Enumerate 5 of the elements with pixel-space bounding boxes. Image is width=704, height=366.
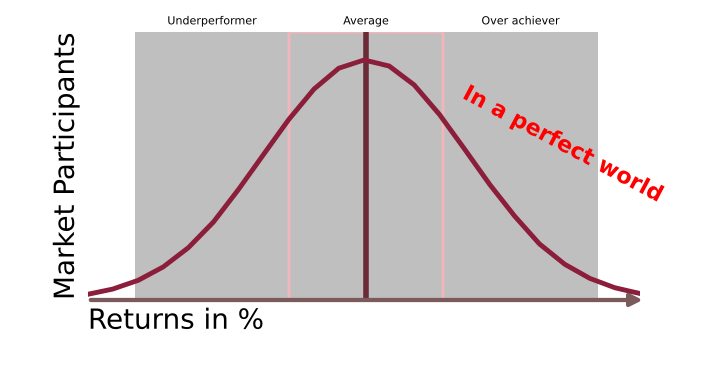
text: Underperformer [168,16,257,27]
text: Over achiever [482,16,560,24]
y-axis-title: Market Participants [52,34,80,298]
x-axis-title: Returns in % [90,308,262,330]
text: Average [343,16,388,27]
